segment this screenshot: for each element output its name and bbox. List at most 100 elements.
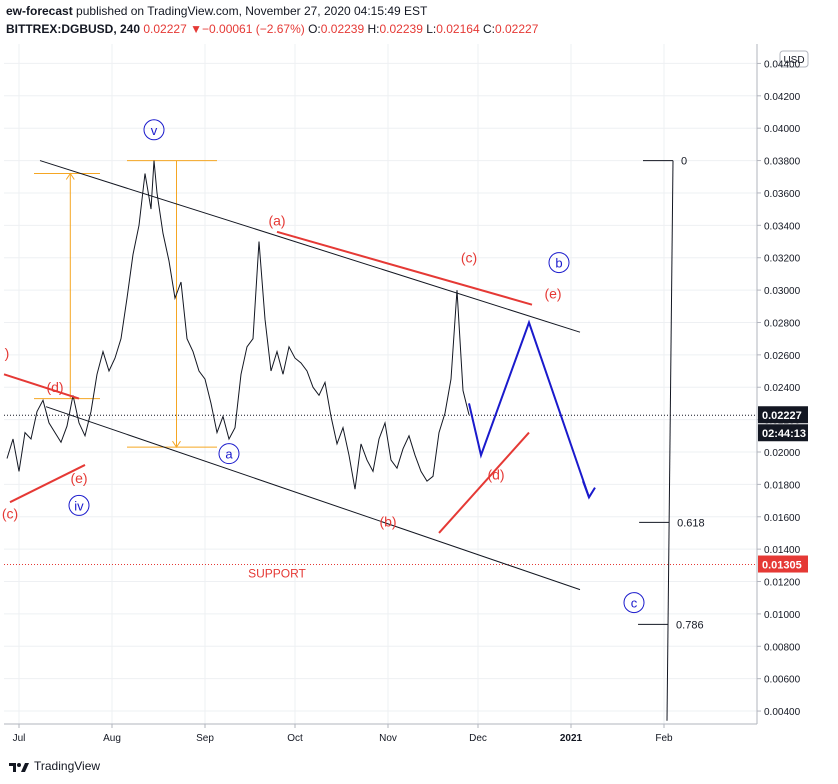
wave-label: (c): [2, 506, 18, 522]
y-tick-label: 0.03600: [764, 189, 801, 200]
high-value: 0.02239: [379, 22, 423, 36]
author-name: ew-forecast: [6, 4, 73, 18]
y-tick-label: 0.02000: [764, 448, 801, 459]
high-label: H:: [367, 22, 380, 36]
x-tick-label: Aug: [103, 733, 121, 744]
price-series-line: [6, 160, 470, 490]
y-tick-label: 0.02600: [764, 351, 801, 362]
wave-label-circle: [623, 592, 645, 614]
y-tick-label: 0.03400: [764, 221, 801, 232]
wave-label: (e): [544, 285, 561, 301]
y-tick-label: 0.03200: [764, 254, 801, 265]
wave-label: (a): [268, 212, 285, 228]
wave-label: ): [5, 345, 10, 361]
close-label: C:: [482, 22, 495, 36]
tradingview-brand: TradingView: [34, 759, 101, 773]
y-tick-label: 0.03800: [764, 157, 801, 168]
wave-label-circle: [218, 443, 240, 465]
wave-label: b: [555, 256, 562, 271]
forecast-path: [468, 319, 596, 500]
left-ce-line: [9, 464, 86, 504]
forecast-arrowhead: [582, 480, 596, 500]
support-label: SUPPORT: [248, 567, 306, 581]
wave-label: (d): [487, 467, 504, 483]
chart-grid: [4, 44, 757, 724]
wave-label-circle: [548, 252, 570, 274]
low-value: 0.02164: [436, 22, 480, 36]
x-tick-label: Dec: [469, 733, 487, 744]
wave-labels: v a iv b c (a) (c) (e) (d) (b) (d) (e) (c)): [2, 119, 645, 614]
y-tick-label: 0.00400: [764, 707, 801, 718]
wave-label-circle: [143, 119, 165, 141]
current-price-label: 0.02227: [762, 410, 802, 422]
countdown-badge: [758, 424, 808, 442]
close-value: 0.02227: [494, 22, 539, 36]
measure-arrowhead: [65, 172, 75, 180]
x-tick-label: Jul: [13, 733, 26, 744]
chart-header-ohlc: BITTREX:DGBUSD, 240 0.02227 ▼−0.00061 (−…: [6, 22, 538, 36]
chart-header-publish: ew-forecast published on TradingView.com…: [6, 4, 427, 18]
wave-label: v: [151, 123, 158, 138]
fib-level-label: 0.618: [677, 517, 705, 529]
wave-label: (e): [70, 470, 87, 486]
fibonacci-extension[interactable]: 0 0.618 0.786: [638, 156, 705, 721]
support-price-label: 0.01305: [762, 560, 802, 572]
wave-label: a: [225, 447, 233, 462]
wave-label: c: [631, 596, 638, 611]
tradingview-footer[interactable]: TradingView: [8, 759, 100, 774]
reference-lines: SUPPORT: [4, 414, 757, 581]
price-change: −0.00061 (−2.67%): [202, 22, 305, 36]
x-tick-label: Feb: [655, 733, 673, 744]
low-label: L:: [426, 22, 437, 36]
fib-vertical-line: [666, 160, 674, 721]
measure-arrowhead: [172, 440, 181, 449]
open-value: 0.02239: [320, 22, 365, 36]
x-tick-label: Nov: [379, 733, 397, 744]
forecast-line: [468, 319, 590, 498]
wave-label: iv: [74, 498, 84, 513]
y-tick-label: 0.02800: [764, 318, 801, 329]
tradingview-logo-icon: [9, 762, 29, 772]
wave-label: (d): [46, 379, 63, 395]
y-tick-label: 0.04400: [764, 59, 801, 70]
y-tick-label: 0.04000: [764, 124, 801, 135]
y-tick-label: 0.01600: [764, 513, 801, 524]
y-tick-label: 0.01000: [764, 610, 801, 621]
down-arrow-icon: ▼: [190, 22, 202, 36]
symbol-label[interactable]: BITTREX:DGBUSD, 240: [6, 22, 141, 36]
y-tick-label: 0.04200: [764, 92, 801, 103]
wave-ac-line: [276, 230, 533, 306]
y-tick-label: 0.01200: [764, 578, 801, 589]
currency-badge: [779, 50, 809, 68]
time-axis[interactable]: Jul Aug Sep Oct Nov Dec 2021 Feb: [4, 723, 757, 744]
publish-info: published on TradingView.com, November 2…: [76, 4, 428, 18]
wave-label: (c): [461, 250, 477, 266]
x-tick-label: Oct: [287, 733, 303, 744]
wave-bd-line: [438, 431, 530, 534]
y-tick-label: 0.02400: [764, 383, 801, 394]
y-tick-label: 0.00600: [764, 675, 801, 686]
countdown-label: 02:44:13: [762, 428, 806, 440]
wave-label-circle: [68, 494, 90, 516]
x-tick-label: 2021: [560, 733, 583, 744]
x-tick-label: Sep: [196, 733, 214, 744]
y-tick-label: 0.01800: [764, 480, 801, 491]
open-label: O:: [308, 22, 321, 36]
y-tick-label: 0.01400: [764, 545, 801, 556]
fib-level-label: 0.786: [676, 619, 704, 631]
channel-lower: [45, 406, 581, 591]
y-tick-label: 0.03000: [764, 286, 801, 297]
fib-level-label: 0: [681, 156, 687, 168]
y-tick-label: 0.00800: [764, 642, 801, 653]
current-price-badge: [758, 406, 808, 424]
measure-tools: [34, 160, 217, 449]
left-d-line: [3, 373, 80, 400]
channel-upper: [39, 160, 581, 333]
support-price-badge: [758, 555, 808, 573]
last-price: 0.02227: [143, 22, 187, 36]
trend-lines[interactable]: [3, 160, 581, 591]
wave-label: (b): [379, 514, 396, 530]
price-badges: 0.02227 02:44:13 0.01305: [758, 406, 808, 573]
